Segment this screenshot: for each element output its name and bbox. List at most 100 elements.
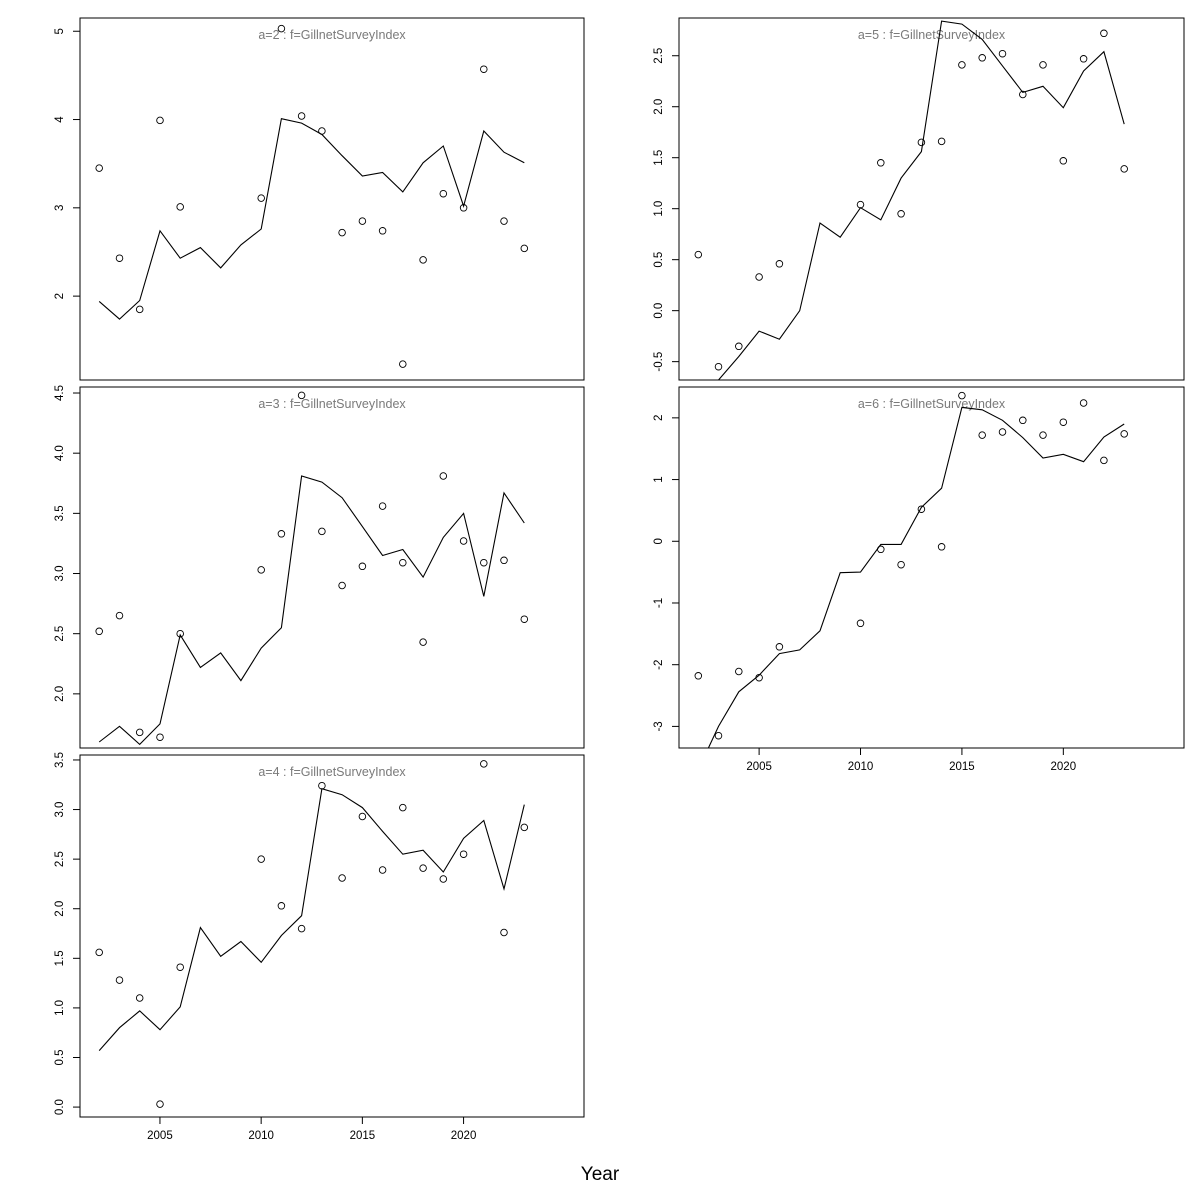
observed-point (1019, 90, 1027, 99)
observed-point (1079, 399, 1088, 407)
observed-point (1100, 29, 1108, 38)
x-tick-label: 2010 (248, 1130, 274, 1142)
observed-point (277, 24, 286, 33)
observed-point (1079, 55, 1088, 63)
observed-point (1039, 431, 1047, 439)
plot-frame (79, 386, 585, 749)
observed-point (500, 217, 508, 225)
observed-point (856, 200, 865, 209)
observed-point (439, 875, 448, 883)
observed-point (1059, 418, 1068, 426)
observed-point (1120, 430, 1128, 438)
panel-title: a=4 : f=GillnetSurveyIndex (258, 765, 406, 779)
y-tick-label: 2.5 (653, 48, 665, 64)
fitted-line (98, 475, 525, 746)
observed-point (500, 556, 508, 565)
x-tick-label: 2010 (848, 761, 874, 773)
y-tick-label: 1.5 (653, 150, 665, 166)
observed-point (480, 760, 488, 768)
panel-a6: -3 -2 -1 0 1 2 2005 2010 2015 2020 a=6 : f=Gillnet… (653, 386, 1185, 773)
observed-point (480, 558, 488, 567)
observed-point (735, 667, 743, 676)
observed-point (378, 227, 387, 235)
observed-point (978, 431, 986, 439)
observed-point (775, 260, 784, 268)
y-tick-label: 3 (54, 205, 66, 211)
observed-point (277, 530, 286, 538)
observed-point (297, 924, 306, 933)
y-tick-label: 1.0 (653, 201, 665, 217)
observed-point (937, 137, 946, 146)
observed-point (95, 627, 103, 636)
observed-point (358, 812, 367, 821)
observed-point (176, 203, 184, 211)
plot-frame (79, 754, 585, 1118)
observed-point (1100, 456, 1108, 465)
x-axis-label: Year (581, 1164, 620, 1185)
observed-point (257, 194, 265, 202)
y-tick-label: 1 (653, 476, 665, 482)
observed-point (378, 502, 387, 510)
observed-point (156, 733, 164, 741)
y-tick-label: 3.5 (54, 505, 66, 521)
fitted-line (707, 406, 1125, 748)
observed-point (917, 138, 926, 147)
observed-point (897, 210, 905, 218)
y-tick-label: 3.5 (54, 752, 66, 768)
observed-point (439, 189, 448, 198)
y-tick-label: 3.0 (54, 566, 66, 582)
x-tick-label: 2005 (147, 1130, 173, 1142)
observed-point (399, 360, 407, 368)
panel-a2: 2 3 4 5 a=2 : f=GillnetSurveyIndex (54, 17, 585, 381)
observed-point (378, 866, 387, 874)
observed-point (439, 472, 448, 480)
y-tick-label: 4.0 (54, 445, 66, 461)
observed-point (419, 864, 427, 872)
observed-point (95, 948, 103, 957)
panel-a5: -0.5 0.0 0.5 1.0 1.5 2.0 2.5 a=5 : f=GillnetSur… (653, 17, 1185, 381)
observed-point (156, 1100, 164, 1108)
observed-point (958, 61, 966, 69)
observed-point (520, 244, 529, 253)
x-tick-label: 2015 (949, 761, 975, 773)
observed-point (917, 505, 926, 513)
plot-frame (678, 386, 1185, 749)
x-tick-label: 2020 (1051, 761, 1077, 773)
observed-point (735, 342, 743, 351)
panel-title: a=2 : f=GillnetSurveyIndex (258, 28, 406, 42)
observed-point (714, 362, 723, 371)
observed-point (419, 638, 427, 646)
observed-point (358, 217, 367, 225)
x-tick-label: 2005 (746, 761, 772, 773)
observed-point (500, 928, 508, 937)
observed-point (257, 855, 265, 863)
observed-point (95, 164, 103, 172)
observed-point (358, 562, 367, 571)
observed-point (115, 254, 124, 262)
observed-point (897, 560, 905, 569)
panel-title: a=6 : f=GillnetSurveyIndex (858, 397, 1006, 411)
observed-point (135, 728, 144, 737)
observed-point (459, 850, 468, 858)
observed-point (338, 581, 346, 590)
y-tick-label: 2 (653, 415, 665, 421)
y-tick-label: 0.5 (54, 1049, 66, 1065)
observed-point (937, 543, 946, 551)
observed-point (297, 112, 306, 120)
x-tick-label: 2015 (350, 1130, 376, 1142)
observed-point (115, 976, 124, 984)
observed-point (318, 527, 326, 536)
x-tick-label: 2020 (451, 1130, 477, 1142)
observed-point (1120, 165, 1128, 173)
fitted-line (98, 787, 525, 1051)
observed-point (978, 54, 986, 62)
observed-point (459, 537, 468, 545)
plot-frame (678, 17, 1185, 381)
y-tick-label: 0 (653, 538, 665, 544)
observed-point (694, 672, 703, 680)
observed-point (277, 902, 286, 910)
y-tick-label: 0.0 (653, 303, 665, 319)
fitted-line (98, 118, 525, 320)
observed-point (958, 391, 966, 400)
